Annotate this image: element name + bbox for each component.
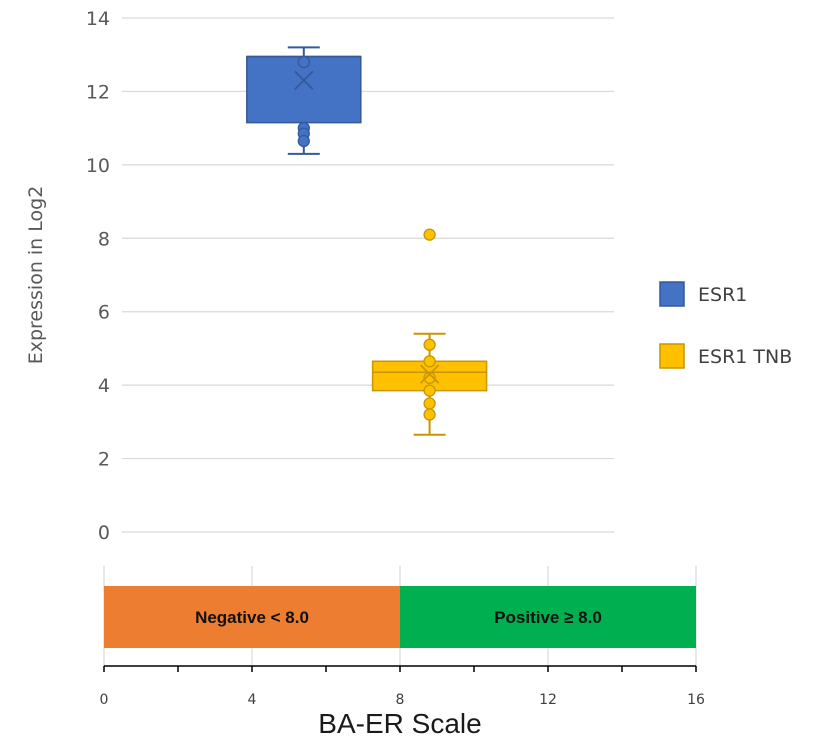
ba-er-scale-axis-title: BA-ER Scale [318,708,481,739]
mean-marker [419,364,440,384]
legend-swatch [659,281,685,307]
outlier-point [423,371,436,384]
outlier-point [423,355,436,368]
scale-band [400,586,696,648]
box-plot-y-tick-labels: 0 2 4 6 8 10 12 14 [86,8,110,544]
mean-marker [294,70,314,91]
outlier-point [423,338,436,351]
scale-x-tick-label: 0 [100,692,109,708]
box-plot-y-tick-label: 4 [98,375,110,397]
box-plot-y-tick-label: 10 [86,155,110,177]
scale-band-label: Negative < 8.0 [195,608,309,627]
legend-label: ESR1 [698,284,747,306]
box-plot-y-tick-label: 6 [98,302,110,324]
legend-label: ESR1 TNB [698,346,792,368]
box-plot-y-axis-title: Expression in Log2 [25,186,47,365]
box-series-esr1 [246,46,362,155]
outlier-point [423,397,436,410]
legend-swatch [659,343,685,369]
scale-x-tick-label: 4 [248,692,257,708]
box-series-esr1-tnb [371,228,488,436]
ba-er-scale-chart: Negative < 8.0 Positive ≥ 8.0 0 4 8 12 16 [100,566,705,708]
box-plot-y-tick-label: 12 [86,81,110,103]
outlier-point [297,55,310,69]
scale-band-label: Positive ≥ 8.0 [494,608,602,627]
scale-x-tick-label: 16 [687,692,705,708]
box-plot-gridlines [122,17,614,533]
box-plot-y-tick-label: 2 [98,449,110,471]
box-plot-y-tick-label: 14 [86,8,110,30]
outlier-point [423,384,436,397]
outlier-point [297,134,310,148]
outlier-point [423,408,436,421]
box-plot-series [246,46,488,436]
box-plot-y-tick-label: 8 [98,228,110,250]
scale-x-tick-label: 8 [396,692,405,708]
outlier-point [423,228,436,241]
scale-x-tick-label: 12 [539,692,557,708]
box-plot-legend: ESR1 ESR1 TNB [659,281,792,369]
scale-band [104,586,400,648]
box-plot-y-tick-label: 0 [98,522,110,544]
